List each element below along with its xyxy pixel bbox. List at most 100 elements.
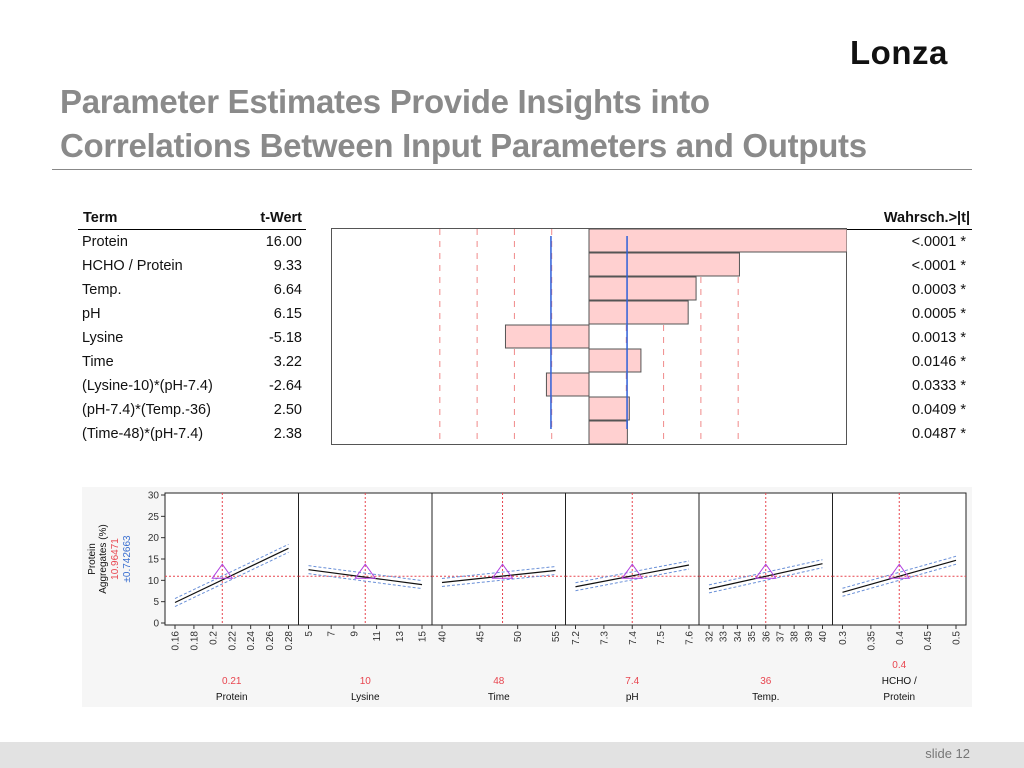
x-tick-label: 9 <box>349 631 360 637</box>
t-value-cell: 9.33 <box>273 258 302 274</box>
x-tick-label: 36 <box>761 631 772 643</box>
lonza-logo: Lonza <box>850 36 947 71</box>
x-tick-label: 37 <box>775 631 786 643</box>
t-bar <box>588 228 847 253</box>
x-tick-label: 11 <box>372 631 383 642</box>
col-header-t: t-Wert <box>260 210 302 226</box>
x-tick-label: 0.18 <box>189 631 200 651</box>
t-bar <box>588 396 630 421</box>
y-axis-label: Aggregates (%) <box>98 524 109 593</box>
factor-name: HCHO / <box>882 676 917 687</box>
header-underline-right <box>847 229 972 230</box>
x-tick-label: 0.24 <box>246 631 257 651</box>
current-marker <box>754 563 777 579</box>
profiler-panel: 40 45 50 55 48 Time <box>431 492 566 703</box>
x-tick-label: 0.28 <box>284 631 295 651</box>
ci-upper-line <box>308 565 423 582</box>
ci-lower-line <box>708 567 823 594</box>
t-bar <box>588 420 628 445</box>
prediction-line <box>308 569 423 586</box>
prob-cell: <.0001 * <box>911 258 966 274</box>
factor-name: Temp. <box>752 692 779 703</box>
x-tick-label: 40 <box>818 631 829 643</box>
prob-cell: 0.0487 * <box>911 426 966 442</box>
prediction-line <box>842 559 957 593</box>
x-tick-label: 0.45 <box>923 631 934 651</box>
y-tick-label: 30 <box>148 491 160 502</box>
x-tick-label: 5 <box>304 631 315 637</box>
factor-name: Time <box>488 692 510 703</box>
prob-cell: 0.0005 * <box>911 306 966 322</box>
factor-current-value: 48 <box>493 676 505 687</box>
x-tick-label: 7 <box>327 631 338 637</box>
factor-current-value: 10 <box>360 676 372 687</box>
profiler-panel: 0.16 0.18 0.2 0.22 0.24 0.26 0.28 0.21 Protein <box>164 492 299 703</box>
term-cell: HCHO / Protein <box>82 258 183 274</box>
y-tick-label: 5 <box>153 597 159 608</box>
y-current-value: 10.96471 <box>110 538 121 580</box>
factor-current-value: 0.21 <box>222 676 242 687</box>
x-tick-label: 45 <box>475 631 486 643</box>
header-underline-left <box>78 229 306 230</box>
y-axis-label-group: Protein Aggregates (%) 10.96471 ±0.742663 <box>87 524 133 593</box>
factor-name: Protein <box>216 692 248 703</box>
t-bar <box>588 252 740 277</box>
title-line-1: Parameter Estimates Provide Insights int… <box>60 83 710 120</box>
factor-name-line2: Protein <box>883 692 915 703</box>
x-tick-label: 0.35 <box>866 631 877 651</box>
prob-cell: 0.0013 * <box>911 330 966 346</box>
t-value-cell: -2.64 <box>268 378 302 394</box>
t-bar <box>588 348 642 373</box>
term-cell: Protein <box>82 234 128 250</box>
profiler-panel: 7.2 7.3 7.4 7.5 7.6 7.4 pH <box>565 492 700 703</box>
profiler-chart: Protein Aggregates (%) 10.96471 ±0.74266305… <box>87 491 967 703</box>
current-marker <box>354 563 377 579</box>
term-cell: (Lysine-10)*(pH-7.4) <box>82 378 213 394</box>
t-value-cell: 3.22 <box>273 354 302 370</box>
factor-name: Lysine <box>351 692 380 703</box>
factor-current-value: 0.4 <box>892 660 906 671</box>
x-tick-label: 7.4 <box>628 631 639 645</box>
panel-frame <box>164 492 299 626</box>
x-tick-label: 0.5 <box>952 631 963 645</box>
y-axis-label: Protein <box>87 543 98 575</box>
footer-bar <box>0 742 1024 768</box>
ci-upper-line <box>174 543 289 599</box>
t-bar <box>545 372 590 397</box>
prob-cell: 0.0333 * <box>911 378 966 394</box>
factor-name: pH <box>626 692 639 703</box>
x-tick-label: 7.6 <box>685 631 696 645</box>
t-bar <box>588 276 697 301</box>
ci-lower-line <box>441 574 556 587</box>
col-header-prob: Wahrsch.>|t| <box>883 210 970 226</box>
ci-lower-line <box>575 568 690 592</box>
y-confidence-interval: ±0.742663 <box>122 535 133 583</box>
term-cell: (pH-7.4)*(Temp.-36) <box>82 402 211 418</box>
col-header-term: Term <box>83 210 118 226</box>
prob-cell: <.0001 * <box>911 234 966 250</box>
current-marker <box>491 563 514 579</box>
page-title: Parameter Estimates Provide Insights int… <box>60 80 960 168</box>
term-cell: Time <box>82 354 114 370</box>
term-cell: Lysine <box>82 330 124 346</box>
t-value-cell: 16.00 <box>265 234 302 250</box>
prediction-profiler: Protein Aggregates (%) 10.96471 ±0.742663 0 5… <box>82 487 972 707</box>
t-value-cell: 2.50 <box>273 402 302 418</box>
profiler-panel: 0.3 0.35 0.4 0.45 0.5 0.4 HCHO / Protein <box>832 492 967 703</box>
t-ratio-bar-chart <box>331 228 847 445</box>
x-tick-label: 32 <box>705 631 716 643</box>
prob-cell: 0.0409 * <box>911 402 966 418</box>
panel-frame <box>431 492 566 626</box>
y-tick-label: 0 <box>153 619 159 630</box>
y-tick-label: 15 <box>148 555 160 566</box>
y-tick-label: 25 <box>148 512 160 523</box>
title-divider <box>52 169 972 170</box>
ci-upper-line <box>441 566 556 579</box>
prob-cell: 0.0146 * <box>911 354 966 370</box>
term-cell: Temp. <box>82 282 122 298</box>
title-line-2: Correlations Between Input Parameters an… <box>60 127 867 164</box>
t-value-cell: 6.64 <box>273 282 302 298</box>
prediction-line <box>575 564 690 588</box>
current-marker <box>888 563 911 579</box>
